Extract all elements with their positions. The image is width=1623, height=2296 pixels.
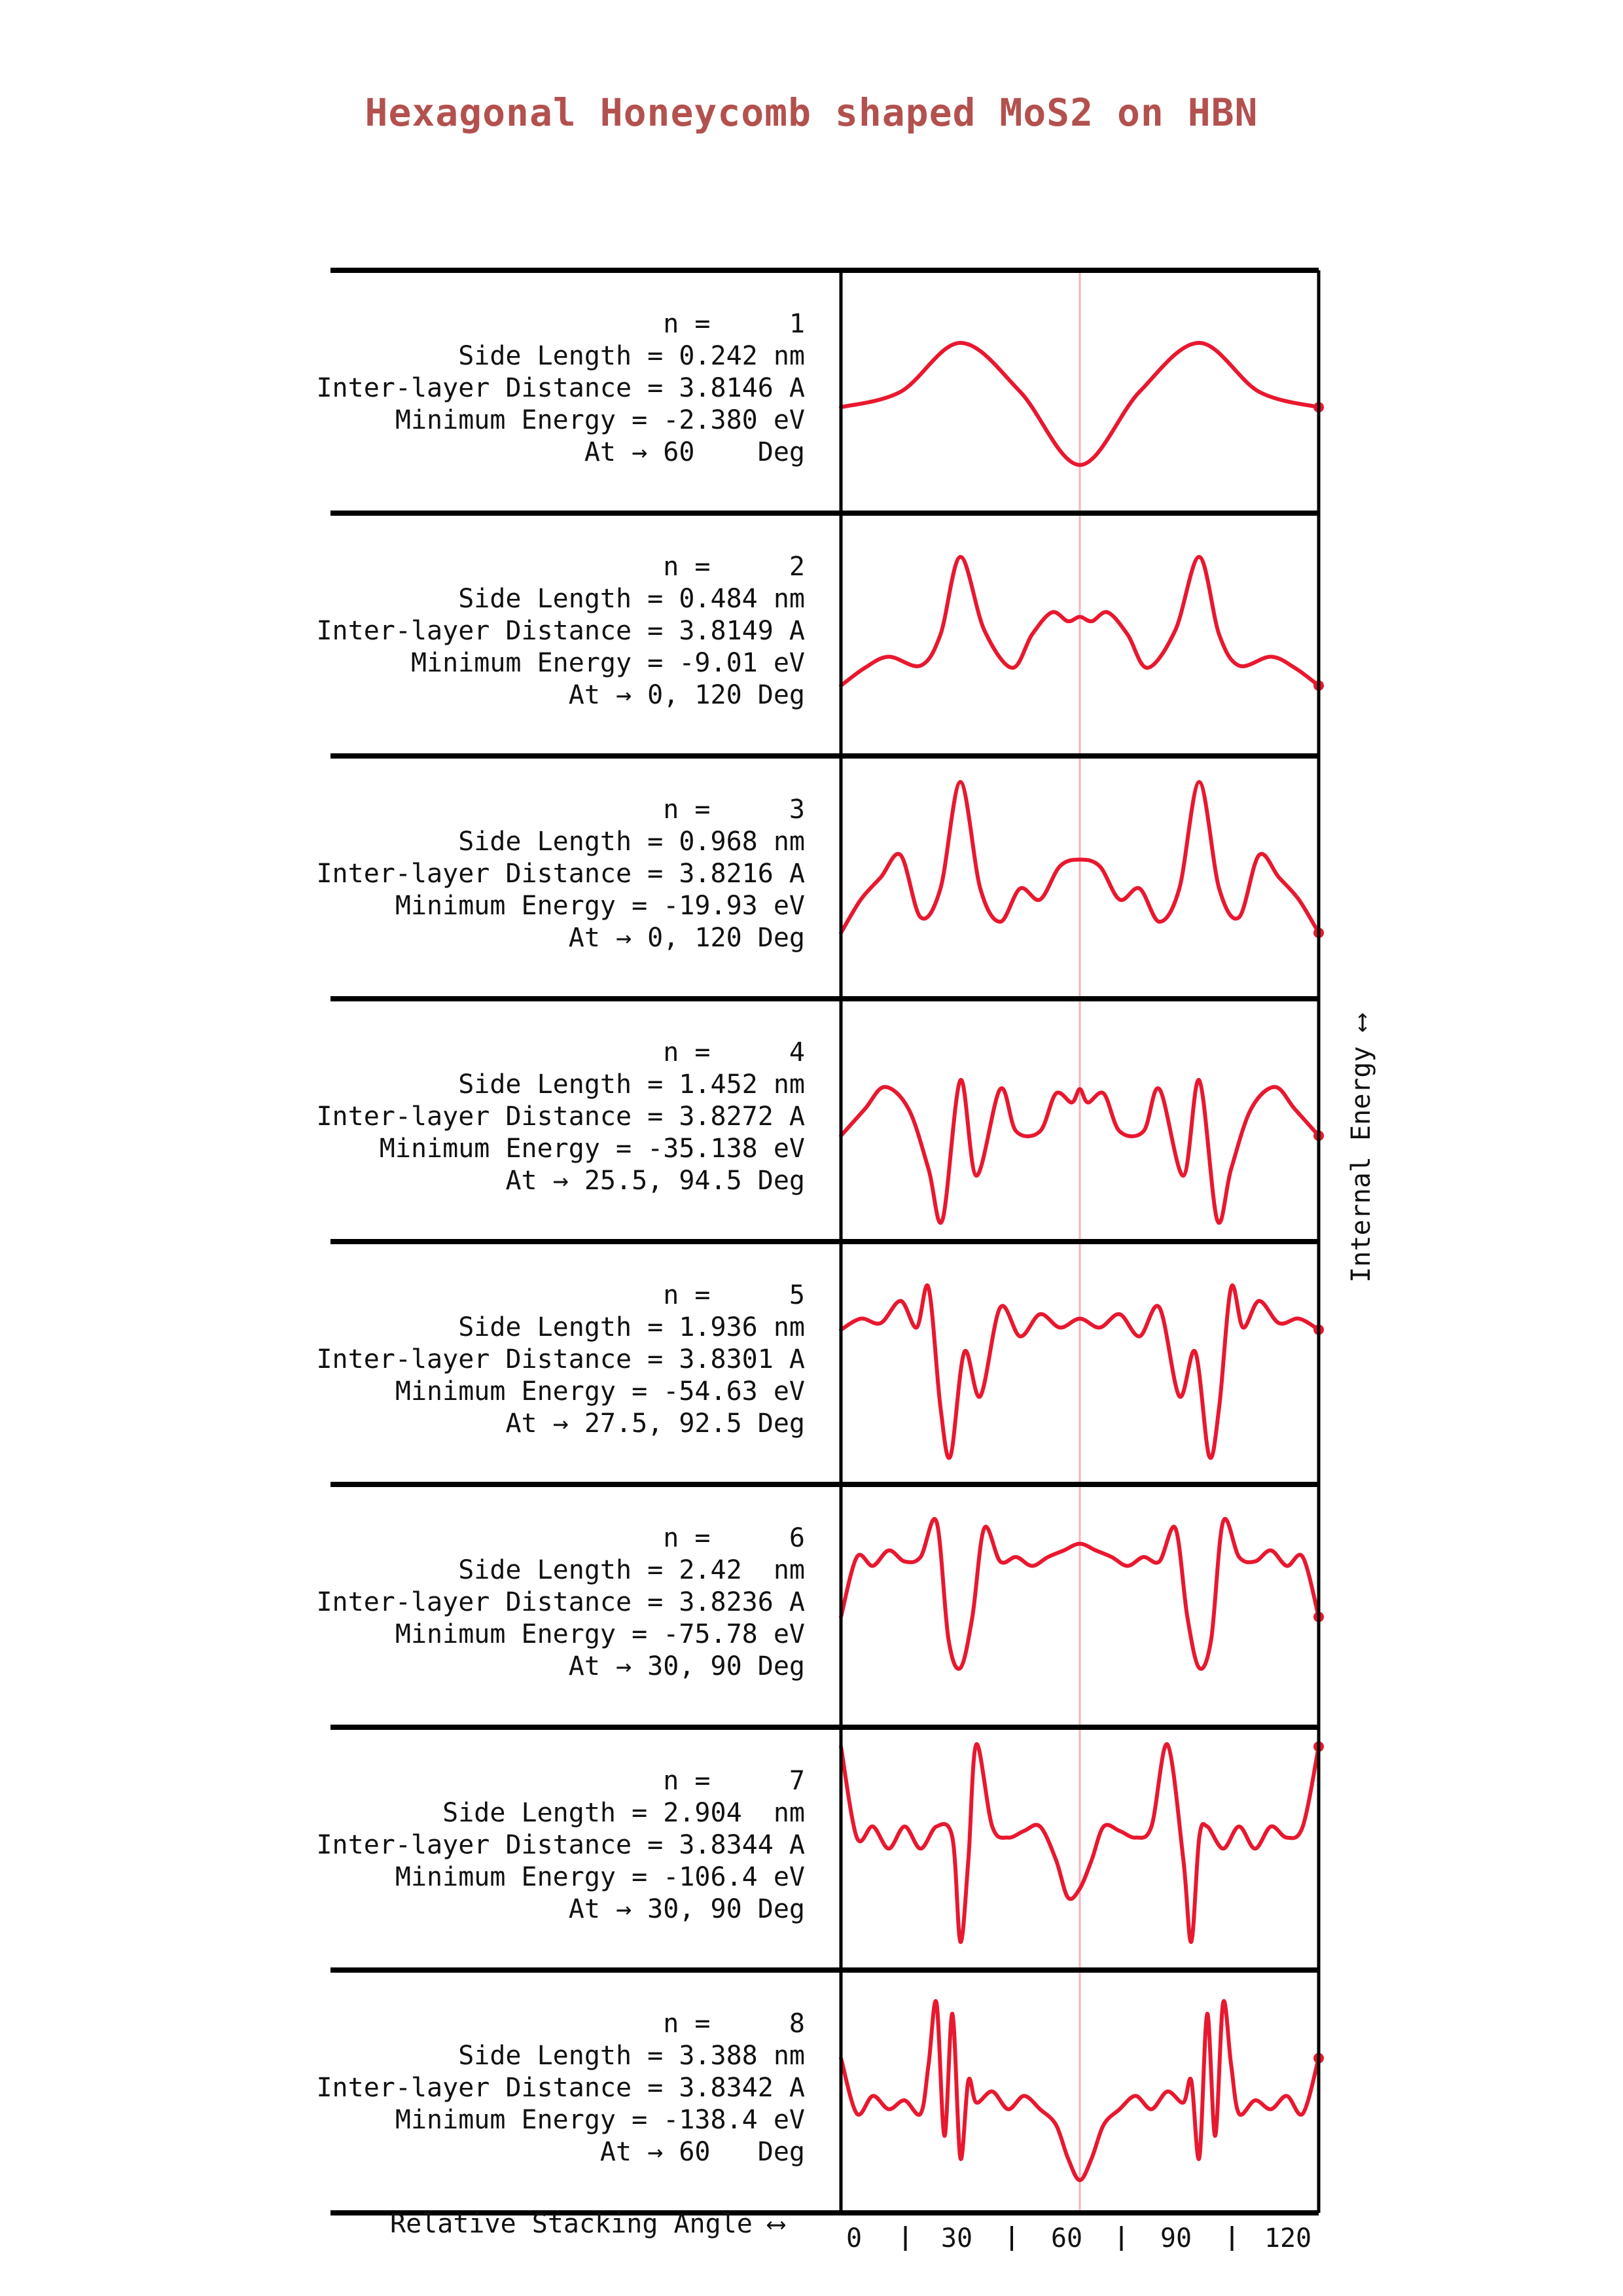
panel-label-line: n = 8	[663, 2009, 805, 2039]
panel-label-block: n = 8 Side Length = 3.388 nm Inter-layer D…	[216, 2008, 805, 2168]
panel-label-line: n = 3	[663, 795, 805, 825]
panel-label-line: n = 4	[663, 1037, 805, 1067]
panel-label-line: Minimum Energy = -106.4 eV	[395, 1862, 805, 1892]
panel-label-line: n = 5	[663, 1280, 805, 1310]
panel-label-block: n = 3 Side Length = 0.968 nm Inter-layer D…	[216, 794, 805, 954]
panel-label-line: Minimum Energy = -75.78 eV	[395, 1619, 805, 1649]
panel-label-line: At → 60 Deg	[599, 2137, 805, 2167]
panel-label-line: Minimum Energy = -9.01 eV	[410, 648, 805, 678]
series-line	[839, 1078, 1321, 1225]
series-line	[839, 780, 1321, 935]
panel-label-line: Minimum Energy = -19.93 eV	[395, 891, 805, 921]
series-line	[839, 554, 1321, 688]
panel-label-line: Inter-layer Distance = 3.8236 A	[316, 1587, 805, 1617]
panel-label-line: At → 25.5, 94.5 Deg	[505, 1166, 805, 1196]
panel-label-line: n = 2	[663, 552, 805, 582]
panel-label-line: Side Length = 2.42 nm	[458, 1555, 805, 1585]
panel-label-line: n = 7	[663, 1766, 805, 1796]
x-tick-label: 0	[846, 2223, 862, 2253]
panel-label-block: n = 2 Side Length = 0.484 nm Inter-layer D…	[216, 551, 805, 711]
panel-label-line: Inter-layer Distance = 3.8146 A	[316, 373, 805, 403]
panel-label-line: Side Length = 2.904 nm	[442, 1798, 805, 1828]
panel-label-line: n = 1	[663, 309, 805, 339]
panel-label-line: At → 30, 90 Deg	[568, 1894, 805, 1924]
series-line	[839, 1516, 1321, 1671]
panel-label-line: Inter-layer Distance = 3.8301 A	[316, 1344, 805, 1374]
panel-label-line: Inter-layer Distance = 3.8216 A	[316, 859, 805, 889]
panel-label-line: Side Length = 1.452 nm	[458, 1069, 805, 1100]
panel-label-line: Side Length = 0.968 nm	[458, 827, 805, 857]
panel-label-block: n = 6 Side Length = 2.42 nm Inter-layer Di…	[216, 1522, 805, 1683]
panel-label-block: n = 1 Side Length = 0.242 nm Inter-layer D…	[216, 308, 805, 469]
x-axis-label: Relative Stacking Angle ⟷	[390, 2209, 785, 2239]
panel-label-line: n = 6	[663, 1523, 805, 1553]
x-tick-label: 30	[941, 2223, 972, 2253]
x-tick-label: 120	[1264, 2223, 1311, 2253]
panel-label-line: At → 0, 120 Deg	[568, 680, 805, 710]
series-line	[839, 340, 1321, 467]
series-line	[839, 1283, 1321, 1460]
panel-label-line: Minimum Energy = -54.63 eV	[395, 1376, 805, 1407]
panel-label-line: At → 27.5, 92.5 Deg	[505, 1408, 805, 1439]
panel-label-line: Inter-layer Distance = 3.8342 A	[316, 2073, 805, 2103]
x-tick-label: 60	[1051, 2223, 1082, 2253]
panel-label-line: Side Length = 0.242 nm	[458, 341, 805, 371]
panel-label-line: Inter-layer Distance = 3.8344 A	[316, 1830, 805, 1860]
panel-label-line: At → 30, 90 Deg	[568, 1651, 805, 1681]
panel-label-line: Side Length = 0.484 nm	[458, 584, 805, 614]
panel-label-line: Side Length = 3.388 nm	[458, 2041, 805, 2071]
chart-title: Hexagonal Honeycomb shaped MoS2 on HBN	[365, 90, 1258, 135]
panel-label-line: Inter-layer Distance = 3.8272 A	[316, 1102, 805, 1132]
panel-label-block: n = 4 Side Length = 1.452 nm Inter-layer D…	[216, 1037, 805, 1197]
panel-label-line: Side Length = 1.936 nm	[458, 1312, 805, 1342]
series-line	[839, 1999, 1321, 2183]
panel-label-block: n = 5 Side Length = 1.936 nm Inter-layer D…	[216, 1280, 805, 1440]
y-axis-label: Internal Energy ⟷	[1346, 1014, 1376, 1283]
panel-label-line: At → 0, 120 Deg	[568, 923, 805, 953]
panel-label-line: Minimum Energy = -2.380 eV	[395, 405, 805, 435]
panel-label-line: Minimum Energy = -35.138 eV	[379, 1134, 805, 1164]
panel-label-line: Minimum Energy = -138.4 eV	[395, 2105, 805, 2135]
panel-label-line: At → 60 Deg	[584, 437, 805, 467]
x-tick-label: 90	[1160, 2223, 1192, 2253]
panel-label-block: n = 7 Side Length = 2.904 nm Inter-layer D…	[216, 1765, 805, 1926]
series-line	[839, 1742, 1321, 1944]
panel-label-line: Inter-layer Distance = 3.8149 A	[316, 616, 805, 646]
